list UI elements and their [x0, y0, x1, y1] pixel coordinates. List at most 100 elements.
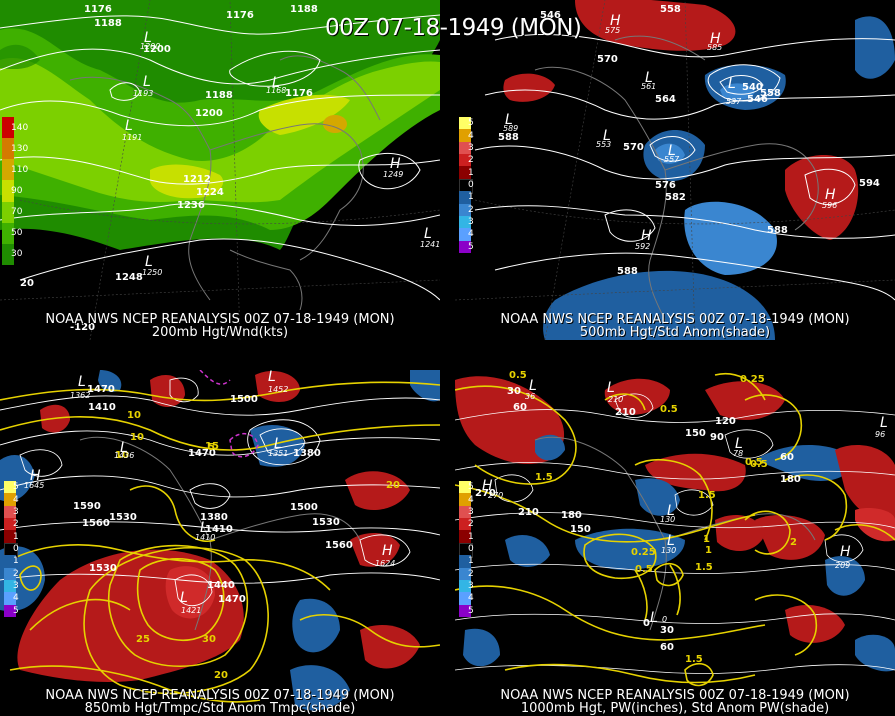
legend-label: 0 — [468, 180, 474, 190]
height-labels: 30 60 210 120 150 90 60 180 150 210 180 … — [475, 386, 801, 653]
low-center-letter: L — [735, 436, 743, 452]
low-center-letter: L — [274, 436, 282, 452]
coastlines — [79, 436, 361, 631]
height-label: 210 — [518, 507, 539, 518]
grid-label: -120 — [70, 322, 95, 333]
high-center-value: 1645 — [24, 481, 44, 490]
temperature-contours — [0, 381, 440, 703]
low-center-value: 1410 — [195, 533, 215, 542]
height-label: 546 — [747, 94, 768, 105]
low-center-value: 1191 — [122, 133, 142, 142]
legend-label: 1 — [468, 531, 474, 542]
low-center-letter: L — [78, 374, 86, 390]
low-center-value: 78 — [733, 449, 743, 458]
legend-swatch — [2, 117, 14, 139]
legend-swatch — [459, 481, 471, 494]
legend-label: 1 — [13, 556, 19, 567]
low-center-value: 553 — [596, 140, 611, 149]
height-label: 1500 — [230, 394, 258, 405]
height-label: 60 — [513, 402, 527, 413]
legend-label: 4 — [13, 494, 19, 505]
temp-label: 10 — [115, 450, 129, 461]
panel-caption-source: NOAA NWS NCEP REANALYSIS 00Z 07-18-1949 … — [500, 688, 850, 703]
legend-label: 5 — [468, 482, 474, 493]
pw-contours — [455, 373, 895, 687]
height-label: 1530 — [109, 512, 137, 523]
pw-label: 0.5 — [635, 564, 653, 575]
panel-850mb-temperature: 1470 1410 1500 1530 1470 1380 1590 1560 … — [0, 370, 440, 716]
legend-label: 5 — [468, 118, 474, 129]
low-center-letter: L — [529, 378, 537, 394]
legend-label: 4 — [468, 593, 474, 604]
height-label: 1530 — [312, 517, 340, 528]
low-center-letter: L — [645, 70, 653, 86]
height-label: 1176 — [285, 88, 313, 99]
low-center-value: 1193 — [133, 89, 153, 98]
legend-swatch — [4, 592, 16, 606]
height-label: 558 — [660, 4, 681, 15]
pw-label: 0.5 — [745, 457, 763, 468]
legend-label: 1 — [468, 556, 474, 567]
high-center-letter: H — [482, 478, 493, 494]
temp-label: 10 — [130, 432, 144, 443]
temp-label: 30 — [202, 634, 216, 645]
height-label: 576 — [655, 180, 676, 191]
pw-labels: 0.5 0.25 0.5 0.5 1 1.5 0.25 0.5 1.5 2 1 … — [509, 370, 797, 665]
low-center-value: 210 — [608, 395, 623, 404]
map-200mb: 1176 1188 1200 1176 1188 1200 1188 1176 … — [0, 0, 440, 340]
high-center-letter: H — [610, 13, 621, 29]
panel-caption-field: 200mb Hgt/Wnd(kts) — [151, 325, 289, 340]
height-label: 1200 — [195, 108, 223, 119]
map-850mb: 1470 1410 1500 1530 1470 1380 1590 1560 … — [0, 370, 440, 711]
height-label: 60 — [660, 642, 674, 653]
height-label: 1470 — [218, 594, 246, 605]
height-label: 60 — [780, 452, 794, 463]
high-center-value: 1624 — [375, 559, 395, 568]
temp-label: 15 — [205, 441, 219, 452]
height-label: 540 — [742, 82, 763, 93]
legend-label: 2 — [468, 204, 474, 215]
legend-swatch — [459, 592, 471, 606]
legend-swatch — [459, 555, 471, 569]
low-center-letter: L — [505, 112, 513, 128]
low-center-letter: L — [728, 76, 736, 92]
legend-label: 5 — [468, 605, 474, 616]
height-label: 1188 — [94, 18, 122, 29]
legend-label: 4 — [468, 229, 474, 240]
legend-label: 3 — [13, 581, 19, 592]
pw-label: 2 — [790, 537, 797, 548]
legend-swatch — [459, 141, 471, 155]
legend-label: 70 — [11, 207, 23, 218]
height-label: 30 — [507, 386, 521, 397]
height-label: 180 — [561, 510, 582, 521]
legend-swatch — [2, 243, 14, 266]
temp-label: 20 — [214, 670, 228, 681]
panel-caption-field: 500mb Hgt/Std Anom(shade) — [579, 325, 771, 340]
low-center-letter: L — [145, 254, 153, 270]
legend-swatch — [459, 567, 471, 581]
height-contours — [0, 14, 440, 301]
low-center-value: 537 — [726, 97, 742, 106]
anomaly-shading — [0, 370, 440, 711]
legend-swatch — [4, 493, 16, 507]
low-center-letter: L — [880, 415, 888, 431]
low-center-value: 1421 — [181, 606, 201, 615]
low-center-letter: L — [667, 503, 675, 519]
panel-caption-field: 850mb Hgt/Tmpc/Std Anom Tmpc(shade) — [84, 701, 356, 716]
height-label: 1560 — [325, 540, 353, 551]
legend-swatch — [2, 138, 14, 160]
pw-label: 1.5 — [685, 654, 703, 665]
legend-label: 2 — [13, 519, 19, 530]
low-center-value: 130 — [660, 515, 675, 524]
low-center-letter: L — [200, 520, 208, 536]
legend-label: 1 — [13, 531, 19, 542]
high-center-value: 596 — [822, 201, 837, 210]
height-label: 570 — [623, 142, 644, 153]
temp-label: 20 — [386, 480, 400, 491]
high-center-letter: H — [382, 543, 393, 559]
legend-label: 30 — [11, 249, 23, 260]
